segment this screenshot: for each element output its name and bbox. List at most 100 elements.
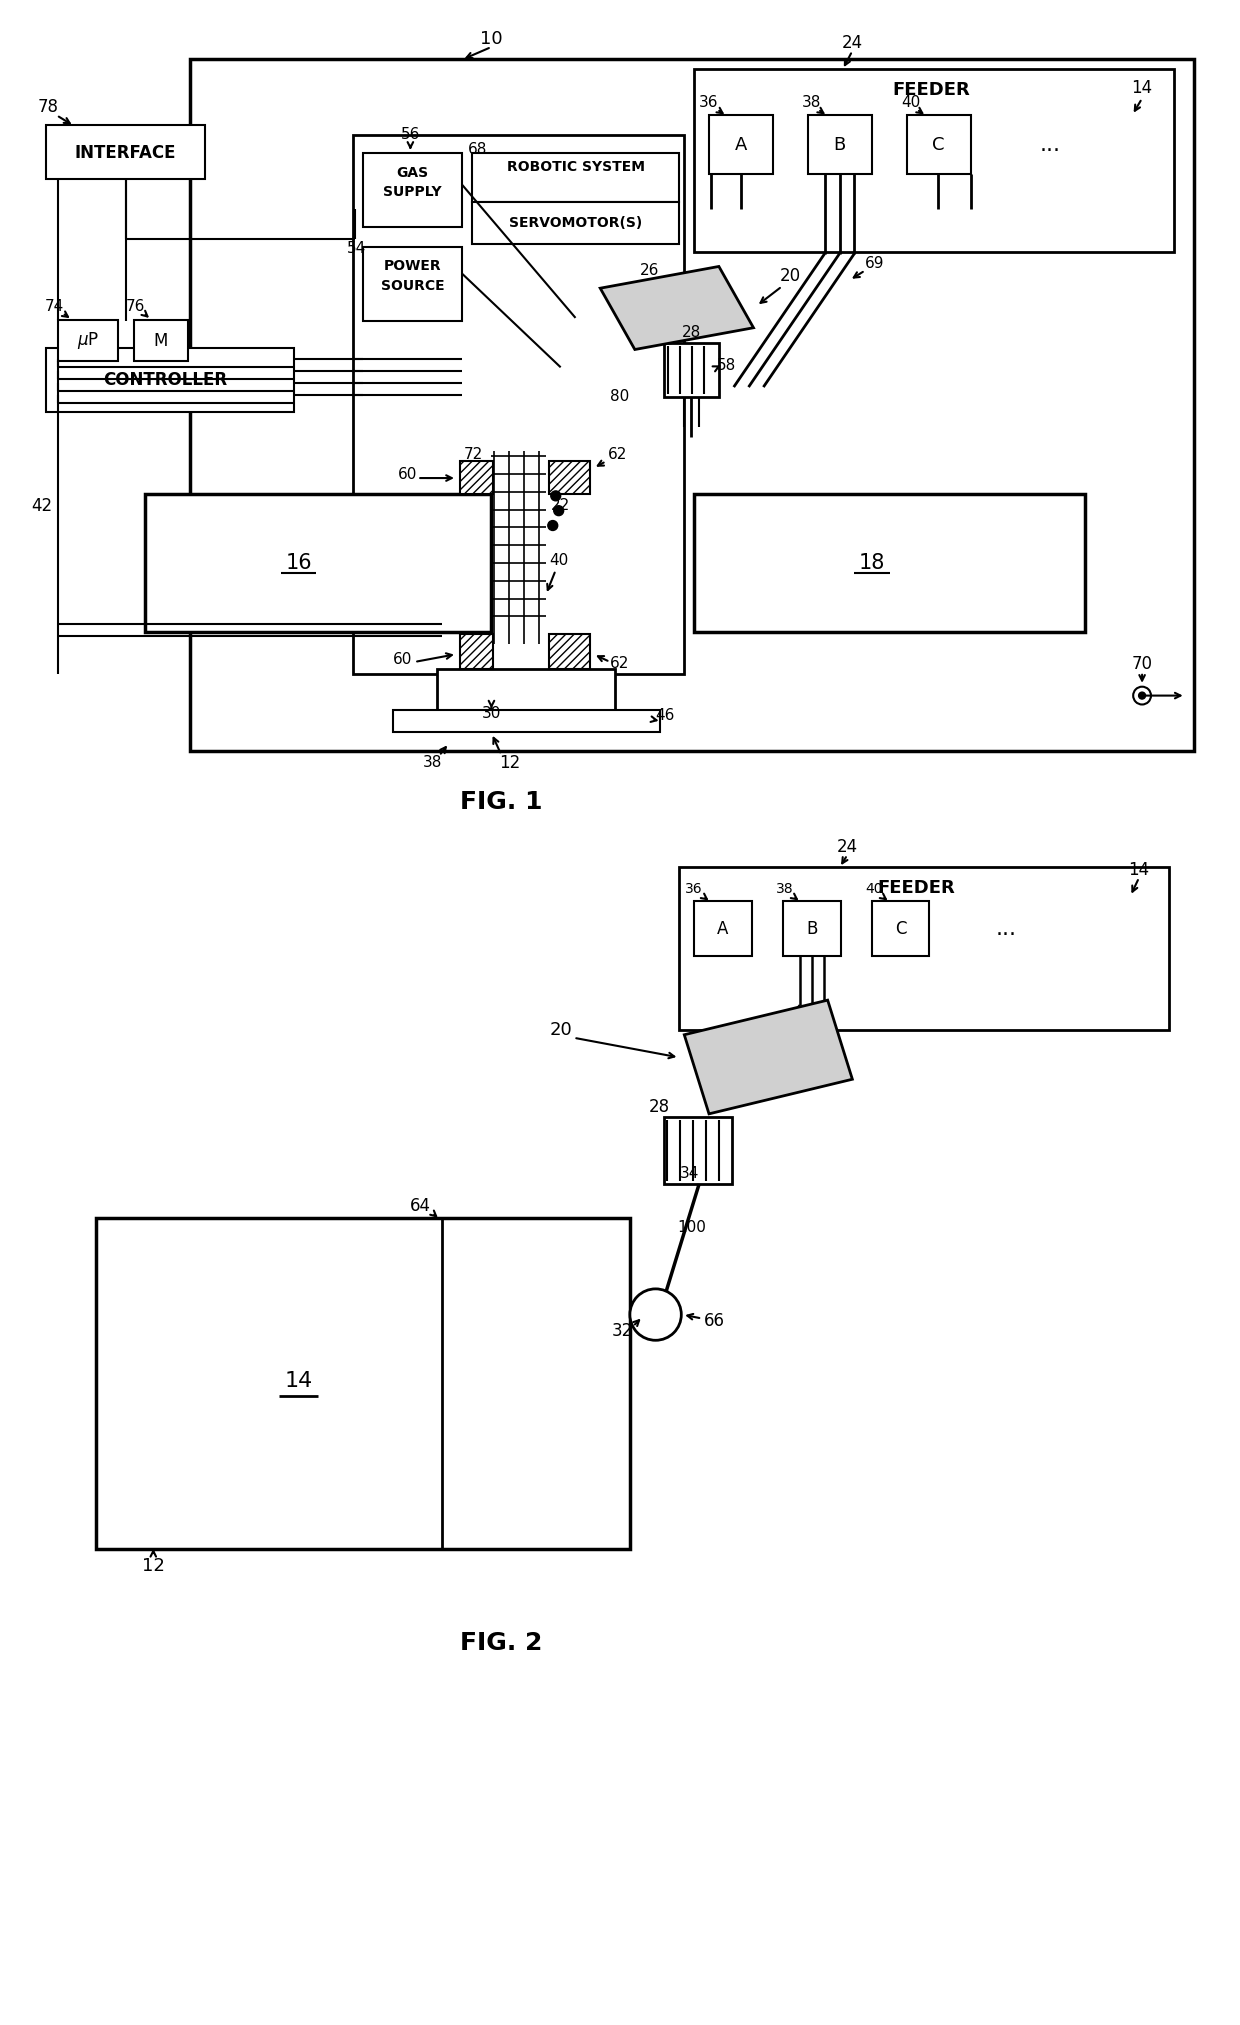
Text: 14: 14 [1128,861,1149,879]
FancyBboxPatch shape [363,247,461,320]
FancyBboxPatch shape [872,901,930,956]
Text: 18: 18 [859,553,885,573]
Text: SOURCE: SOURCE [381,279,444,294]
Text: 62: 62 [610,656,630,672]
Text: 32: 32 [611,1322,632,1341]
Text: A: A [734,136,746,154]
FancyBboxPatch shape [694,69,1174,251]
Text: 42: 42 [31,496,52,514]
FancyBboxPatch shape [436,668,615,711]
Text: A: A [717,919,729,938]
Text: FIG. 1: FIG. 1 [460,790,543,814]
Text: 20: 20 [549,1021,572,1039]
Circle shape [630,1288,681,1341]
Text: 20: 20 [780,267,801,286]
Polygon shape [600,267,754,350]
FancyBboxPatch shape [471,202,680,243]
FancyBboxPatch shape [95,1217,630,1549]
FancyBboxPatch shape [665,342,719,397]
Text: 62: 62 [609,448,627,462]
Text: 46: 46 [655,709,675,723]
Circle shape [548,520,558,531]
Text: 69: 69 [866,255,885,271]
Text: 24: 24 [842,34,863,53]
FancyBboxPatch shape [808,115,872,174]
Text: 54: 54 [347,241,367,255]
Text: 68: 68 [467,142,487,158]
FancyBboxPatch shape [694,901,751,956]
Text: FEEDER: FEEDER [878,879,956,897]
Text: C: C [932,136,945,154]
Text: 30: 30 [482,707,501,721]
Text: 26: 26 [640,263,660,277]
FancyBboxPatch shape [190,59,1194,751]
FancyBboxPatch shape [680,867,1169,1031]
Polygon shape [460,462,494,494]
FancyBboxPatch shape [906,115,971,174]
Text: 76: 76 [125,298,145,314]
Text: 24: 24 [837,838,858,857]
Text: 28: 28 [649,1098,670,1116]
Text: SUPPLY: SUPPLY [383,186,441,198]
FancyBboxPatch shape [694,494,1085,632]
Text: $\mu$P: $\mu$P [77,330,99,350]
Polygon shape [549,634,590,668]
Text: 64: 64 [409,1197,430,1215]
Circle shape [551,490,560,500]
Text: INTERFACE: INTERFACE [74,144,176,162]
FancyBboxPatch shape [665,1118,732,1185]
Text: 14: 14 [1132,79,1153,97]
Text: FEEDER: FEEDER [893,81,971,99]
Text: 58: 58 [717,358,737,373]
Text: 66: 66 [703,1312,724,1330]
Text: 38: 38 [802,95,822,109]
Circle shape [554,506,564,516]
FancyBboxPatch shape [46,126,205,180]
Text: 80: 80 [610,389,630,405]
Text: FIG. 2: FIG. 2 [460,1630,543,1654]
Text: 78: 78 [38,99,60,115]
Polygon shape [684,1000,852,1114]
Text: 40: 40 [549,553,568,567]
Text: 36: 36 [686,883,703,897]
Circle shape [1133,686,1151,705]
Text: 16: 16 [285,553,312,573]
FancyBboxPatch shape [145,494,491,632]
Text: ...: ... [996,919,1016,940]
FancyBboxPatch shape [709,115,774,174]
Text: 40: 40 [901,95,920,109]
Text: B: B [806,919,817,938]
Text: 38: 38 [423,755,441,770]
Text: B: B [833,136,846,154]
Text: 60: 60 [398,466,417,482]
Text: GAS: GAS [397,166,428,180]
Text: 72: 72 [464,448,484,462]
FancyBboxPatch shape [393,711,660,733]
Text: ROBOTIC SYSTEM: ROBOTIC SYSTEM [506,160,645,174]
Text: 12: 12 [498,753,520,772]
Text: ...: ... [1039,136,1060,154]
Text: 14: 14 [284,1371,312,1391]
Text: 28: 28 [682,326,701,340]
Polygon shape [549,462,590,494]
FancyBboxPatch shape [134,320,188,360]
Text: 100: 100 [678,1221,707,1235]
Text: SERVOMOTOR(S): SERVOMOTOR(S) [508,217,642,231]
Text: 38: 38 [776,883,794,897]
Text: C: C [895,919,906,938]
FancyBboxPatch shape [471,152,680,202]
Polygon shape [460,634,494,668]
Text: 56: 56 [401,128,420,142]
Text: 70: 70 [1132,654,1153,672]
Text: M: M [153,332,167,350]
Text: 60: 60 [393,652,412,666]
Text: 10: 10 [480,30,502,49]
FancyBboxPatch shape [58,320,118,360]
Text: 74: 74 [45,298,64,314]
Text: POWER: POWER [383,259,441,273]
FancyBboxPatch shape [784,901,841,956]
Text: 36: 36 [699,95,719,109]
Text: 34: 34 [680,1166,699,1181]
FancyBboxPatch shape [353,136,684,674]
Text: 40: 40 [866,883,883,897]
